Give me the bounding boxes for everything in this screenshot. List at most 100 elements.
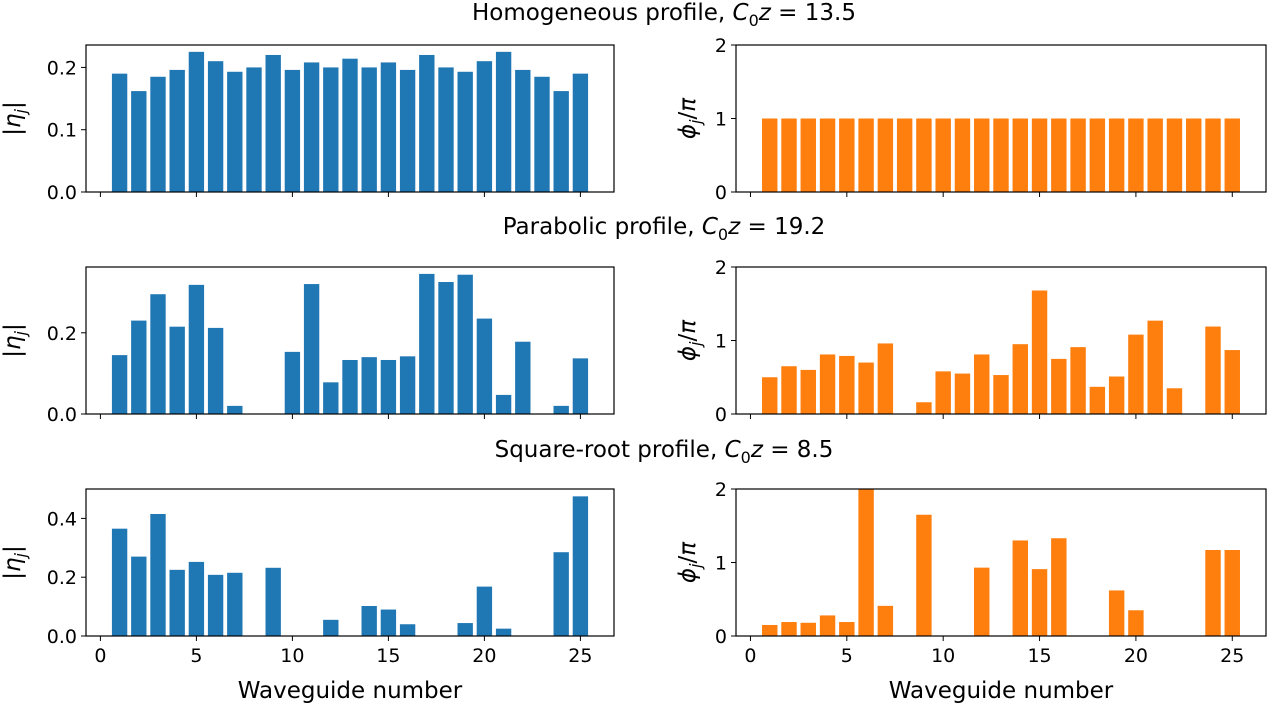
homogeneous-amplitude-bar-10 xyxy=(284,69,301,192)
homogeneous-amplitude-bar-2 xyxy=(131,91,147,192)
parabolic-amplitude-bar-18 xyxy=(438,282,454,414)
homogeneous-phase-bar-9 xyxy=(916,118,932,192)
square-root-amplitude-bar-5 xyxy=(188,561,205,636)
parabolic-phase-bar-15 xyxy=(1031,290,1048,414)
parabolic-phase-bar-11 xyxy=(954,373,971,414)
square-root-amplitude-bar-15 xyxy=(380,609,397,636)
parabolic-phase-bar-2 xyxy=(781,366,797,414)
homogeneous-amplitude-bar-6 xyxy=(207,61,224,192)
square-root-amplitude-bar-12 xyxy=(323,619,339,636)
parabolic-phase-bar-21 xyxy=(1147,320,1163,414)
parabolic-amplitude-bar-6 xyxy=(207,327,224,414)
parabolic-phase-ytick-label: 2 xyxy=(715,257,727,279)
row-title-homogeneous: Homogeneous profile, C0z = 13.5 xyxy=(472,0,856,30)
homogeneous-phase-bar-13 xyxy=(993,118,1009,192)
square-root-amplitude-bar-24 xyxy=(553,552,569,636)
parabolic-phase-bar-16 xyxy=(1051,358,1067,415)
square-root-phase-bar-15 xyxy=(1031,569,1048,636)
parabolic-phase-bar-17 xyxy=(1070,347,1086,414)
homogeneous-phase-bar-15 xyxy=(1031,118,1048,192)
homogeneous-amplitude-bar-19 xyxy=(457,71,473,192)
square-root-amplitude-xtick-label: 15 xyxy=(376,645,400,667)
square-root-amplitude-bar-3 xyxy=(150,513,166,636)
homogeneous-amplitude-bar-9 xyxy=(265,54,281,192)
square-root-phase-bar-1 xyxy=(762,624,778,636)
homogeneous-phase-bar-2 xyxy=(781,118,797,192)
homogeneous-amplitude-frame xyxy=(85,44,615,193)
square-root-phase-bar-14 xyxy=(1012,540,1028,636)
parabolic-amplitude-bar-17 xyxy=(419,273,435,414)
parabolic-amplitude-bar-5 xyxy=(188,284,205,414)
square-root-phase-xtick-label: 5 xyxy=(841,645,853,667)
square-root-amplitude-xtick-label: 25 xyxy=(568,645,592,667)
parabolic-amplitude-bar-16 xyxy=(399,356,416,414)
homogeneous-amplitude-bar-11 xyxy=(303,62,320,192)
panel-parabolic-amplitude: 0.0 0.2 |ηj| xyxy=(0,266,615,426)
homogeneous-amplitude-bar-4 xyxy=(169,69,185,192)
homogeneous-phase-bar-12 xyxy=(974,118,990,192)
homogeneous-amplitude-ytick-label: 0.2 xyxy=(47,57,77,79)
square-root-amplitude-bar-16 xyxy=(399,624,416,636)
parabolic-phase-bar-24 xyxy=(1205,326,1221,414)
homogeneous-amplitude-bar-13 xyxy=(342,58,358,193)
homogeneous-amplitude-bar-1 xyxy=(111,73,128,192)
homogeneous-phase-ytick-label: 1 xyxy=(715,109,727,131)
square-root-amplitude-bar-19 xyxy=(457,623,473,636)
square-root-amplitude-bar-2 xyxy=(131,556,147,636)
homogeneous-amplitude-bar-23 xyxy=(534,76,550,192)
parabolic-phase-bar-6 xyxy=(858,362,874,414)
square-root-phase-xlabel: Waveguide number xyxy=(889,678,1114,704)
homogeneous-phase-ylabel: ϕj/π xyxy=(675,97,705,139)
square-root-phase-bar-2 xyxy=(781,622,797,636)
homogeneous-phase-bar-4 xyxy=(819,118,836,192)
square-root-phase-xtick-label: 0 xyxy=(744,645,756,667)
square-root-amplitude-bar-25 xyxy=(572,496,589,636)
homogeneous-phase-bar-19 xyxy=(1108,118,1125,192)
homogeneous-phase-bar-6 xyxy=(858,118,874,192)
square-root-amplitude-xtick-label: 5 xyxy=(190,645,202,667)
parabolic-amplitude-ytick-label: 0.2 xyxy=(47,323,77,345)
parabolic-amplitude-bar-25 xyxy=(572,358,589,414)
parabolic-amplitude-bar-2 xyxy=(131,320,147,414)
homogeneous-amplitude-bar-17 xyxy=(419,54,435,192)
homogeneous-phase-bar-8 xyxy=(896,118,913,192)
square-root-phase-bar-4 xyxy=(819,615,836,636)
parabolic-amplitude-bar-14 xyxy=(361,357,377,414)
square-root-phase-bar-19 xyxy=(1108,590,1125,636)
square-root-phase-bar-16 xyxy=(1051,538,1067,636)
parabolic-phase-bar-25 xyxy=(1224,350,1240,414)
parabolic-phase-bar-3 xyxy=(800,369,816,414)
homogeneous-amplitude-ytick-label: 0.1 xyxy=(47,120,77,142)
panel-parabolic-phase: 0 1 2 ϕj/π xyxy=(675,257,1267,426)
panel-homogeneous-phase: 0 1 2 ϕj/π xyxy=(675,35,1267,204)
parabolic-phase-bar-18 xyxy=(1089,386,1106,414)
parabolic-amplitude-bar-4 xyxy=(169,326,185,414)
homogeneous-phase-bar-10 xyxy=(935,118,951,192)
homogeneous-phase-bar-23 xyxy=(1186,118,1202,192)
square-root-phase-ytick-label: 1 xyxy=(715,553,727,575)
parabolic-phase-bar-5 xyxy=(839,355,855,414)
homogeneous-phase-bar-22 xyxy=(1166,118,1183,192)
parabolic-amplitude-bar-7 xyxy=(227,405,243,414)
parabolic-phase-bar-13 xyxy=(993,375,1009,414)
square-root-phase-xtick-label: 10 xyxy=(931,645,955,667)
square-root-amplitude-bar-14 xyxy=(361,606,377,636)
homogeneous-phase-ytick-label: 2 xyxy=(715,35,727,57)
square-root-amplitude-ytick-label: 0.0 xyxy=(47,626,77,648)
homogeneous-phase-bar-18 xyxy=(1089,118,1106,192)
homogeneous-phase-bar-20 xyxy=(1128,118,1144,192)
homogeneous-phase-bar-17 xyxy=(1070,118,1086,192)
homogeneous-amplitude-bar-8 xyxy=(246,67,262,192)
homogeneous-amplitude-bar-14 xyxy=(361,67,377,192)
homogeneous-phase-bar-11 xyxy=(954,118,971,192)
square-root-phase-ylabel: ϕj/π xyxy=(675,541,705,583)
parabolic-amplitude-bar-12 xyxy=(323,382,339,414)
square-root-amplitude-bar-4 xyxy=(169,569,185,636)
square-root-phase-bar-3 xyxy=(800,622,816,636)
square-root-phase-ytick-label: 2 xyxy=(715,479,727,501)
parabolic-amplitude-bar-11 xyxy=(303,284,320,414)
parabolic-phase-bar-14 xyxy=(1012,344,1028,414)
panel-square-root-amplitude: 0.0 0.2 0.4 0 5 10 15 20 25 |ηj| Waveguide number xyxy=(0,488,615,704)
parabolic-phase-bar-9 xyxy=(916,402,932,414)
